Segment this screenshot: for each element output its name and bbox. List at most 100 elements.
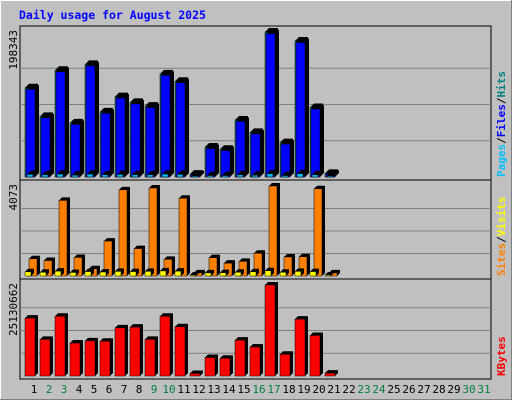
bar-face [219, 358, 231, 377]
day-label-22: 22 [342, 383, 355, 396]
bar-shadow-side [320, 332, 323, 376]
bar-face [101, 174, 109, 178]
bar-kbytes-kbytes-day-14 [219, 355, 233, 377]
bar-shadow-side [33, 170, 37, 177]
bar-face [264, 284, 276, 377]
bar-shadow-top [119, 186, 130, 190]
bar-visits-sites-day-1 [28, 255, 40, 277]
bar-shadow-top [269, 183, 280, 186]
bar-kbytes-kbytes-day-20 [309, 332, 323, 377]
bar-shadow-top [282, 171, 292, 176]
bar-face [268, 185, 278, 277]
bar-shadow-side [155, 103, 159, 177]
bar-shadow-side [271, 267, 274, 276]
bar-hits-pages-day-19 [296, 169, 307, 178]
bar-shadow-top [236, 117, 249, 122]
bar-shadow-side [110, 109, 114, 177]
bar-face [43, 260, 53, 277]
bar-visits-sites-day-7 [118, 186, 130, 277]
bar-shadow-side [67, 197, 70, 276]
bar-face [253, 252, 263, 277]
bar-shadow-side [112, 238, 115, 276]
bar-shadow-top [57, 170, 67, 175]
legend-item-sites: Sites [495, 243, 508, 276]
bar-face [100, 113, 111, 178]
day-label-6: 6 [106, 383, 113, 396]
bar-face [266, 173, 274, 178]
bar-face [70, 124, 81, 178]
bar-visits-visits-day-21 [324, 272, 334, 277]
bar-face [26, 174, 34, 178]
day-label-28: 28 [432, 383, 445, 396]
bar-face [176, 174, 184, 178]
bar-hits-pages-day-20 [311, 170, 322, 178]
day-label-2: 2 [46, 383, 53, 396]
bar-shadow-top [25, 268, 34, 272]
bar-shadow-side [140, 324, 143, 376]
bar-shadow-side [275, 282, 278, 376]
bar-kbytes-kbytes-day-6 [99, 338, 113, 377]
bar-face [39, 271, 47, 277]
legend-item-files: Files [495, 104, 508, 137]
bar-shadow-top [161, 71, 174, 76]
bar-shadow-side [245, 337, 248, 376]
bar-shadow-side [168, 170, 172, 177]
bar-kbytes-kbytes-day-1 [24, 315, 38, 377]
bar-shadow-side [305, 316, 308, 376]
legend-separator: / [495, 97, 508, 104]
bar-shadow-top [42, 170, 52, 175]
bar-shadow-side [228, 171, 232, 177]
bar-face [279, 271, 287, 277]
bar-shadow-side [95, 61, 99, 177]
bar-shadow-side [78, 171, 82, 177]
bar-shadow-side [35, 315, 38, 376]
bar-shadow-top [115, 268, 124, 272]
bar-shadow-side [260, 129, 264, 177]
bar-face [281, 175, 289, 178]
bar-face [189, 373, 201, 377]
bar-shadow-side [260, 344, 263, 376]
bar-shadow-side [170, 313, 173, 376]
bar-shadow-side [277, 183, 280, 276]
bar-shadow-top [160, 313, 173, 317]
bar-shadow-top [117, 170, 127, 175]
day-label-24: 24 [372, 383, 386, 396]
bar-kbytes-kbytes-day-4 [69, 340, 83, 377]
bar-visits-sites-day-3 [58, 197, 70, 277]
bar-visits-sites-day-16 [253, 250, 265, 277]
bar-shadow-top [85, 268, 94, 272]
day-label-8: 8 [136, 383, 143, 396]
bar-shadow-side [127, 186, 130, 276]
bar-kbytes-kbytes-day-15 [234, 337, 248, 377]
bar-shadow-top [327, 172, 337, 176]
bar-visits-visits-day-18 [279, 269, 289, 277]
bar-face [86, 173, 94, 178]
bar-hits-files-day-1 [25, 85, 39, 178]
bar-face [160, 75, 171, 178]
bar-kbytes-kbytes-day-11 [174, 323, 188, 377]
bar-visits-sites-day-15 [238, 258, 250, 277]
bar-shadow-side [37, 255, 40, 276]
bar-face [296, 173, 304, 178]
bar-shadow-side [256, 268, 259, 276]
bar-shadow-top [162, 170, 172, 175]
bar-shadow-top [55, 268, 64, 272]
bar-visits-sites-day-18 [283, 253, 295, 277]
bar-shadow-side [110, 338, 113, 376]
day-label-31: 31 [477, 383, 490, 396]
bar-hits-files-day-19 [295, 38, 309, 178]
day-label-13: 13 [207, 383, 220, 396]
bar-shadow-side [151, 268, 154, 276]
day-label-7: 7 [121, 383, 128, 396]
day-label-5: 5 [91, 383, 98, 396]
bar-shadow-side [322, 185, 325, 276]
day-label-12: 12 [192, 383, 205, 396]
bar-shadow-side [288, 171, 292, 177]
bar-hits-pages-day-10 [161, 170, 172, 178]
bar-shadow-top [220, 355, 233, 359]
bar-face [114, 327, 126, 377]
bar-shadow-side [170, 71, 174, 177]
bar-hits-pages-day-2 [41, 170, 52, 178]
